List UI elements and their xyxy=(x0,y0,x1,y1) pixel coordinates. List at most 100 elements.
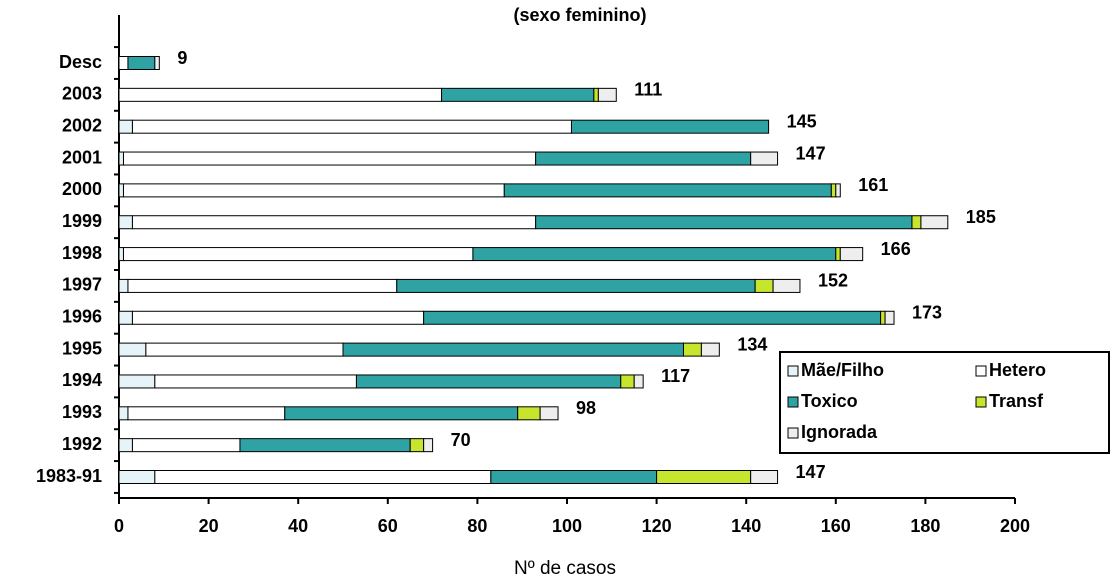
bar-segment xyxy=(490,470,658,484)
y-tick-label: 1995 xyxy=(62,338,102,358)
total-label: 70 xyxy=(451,430,471,450)
x-tick-label: 120 xyxy=(642,516,672,536)
bar-segment xyxy=(539,406,559,421)
total-label: 161 xyxy=(858,175,888,195)
bar-segment xyxy=(880,310,886,325)
total-label: 145 xyxy=(787,111,817,131)
total-label: 173 xyxy=(912,303,942,323)
bar-segment xyxy=(503,183,832,198)
bar-segment xyxy=(920,215,949,230)
total-label: 147 xyxy=(796,462,826,482)
bar-segment xyxy=(118,406,129,421)
x-axis-label: Nº de casos xyxy=(514,558,616,579)
y-tick-label: 1993 xyxy=(62,402,102,422)
y-tick-label: 1997 xyxy=(62,275,102,295)
bar-segment xyxy=(570,119,770,134)
y-tick-label: 2003 xyxy=(62,84,102,104)
bar-segment xyxy=(535,215,913,230)
bar-segment xyxy=(118,183,124,198)
chart-title: (sexo feminino) xyxy=(513,5,646,25)
x-tick-label: 140 xyxy=(731,516,761,536)
bar-segment xyxy=(118,470,156,484)
bar-segment xyxy=(118,374,156,389)
bar-segment xyxy=(127,406,286,421)
y-tick-label: 1996 xyxy=(62,307,102,327)
x-tick-label: 60 xyxy=(378,516,398,536)
bar-segment xyxy=(593,87,599,102)
bar-segment xyxy=(472,247,837,262)
total-label: 117 xyxy=(661,366,690,386)
bar-segment xyxy=(131,215,537,230)
bar-segment xyxy=(122,183,505,198)
total-label: 111 xyxy=(634,80,662,100)
bar-segment xyxy=(239,438,411,453)
y-tick-label: 2001 xyxy=(62,147,102,167)
x-tick-label: 100 xyxy=(552,516,582,536)
bar-segment xyxy=(597,87,617,102)
legend-label: Mãe/Filho xyxy=(801,360,884,380)
bar-segment xyxy=(682,342,702,357)
legend-label: Ignorada xyxy=(801,422,878,442)
bar-segment xyxy=(620,374,635,389)
bar-segment xyxy=(118,151,124,166)
bar-segment xyxy=(118,310,133,325)
x-tick-label: 40 xyxy=(288,516,308,536)
bar-segment xyxy=(656,470,752,484)
bar-segment xyxy=(423,438,434,453)
bar-segment xyxy=(154,374,357,389)
total-label: 147 xyxy=(796,143,826,163)
y-tick-label: 2000 xyxy=(62,179,102,199)
bar-segment xyxy=(750,470,779,484)
x-tick-label: 160 xyxy=(821,516,851,536)
total-label: 9 xyxy=(177,48,187,68)
legend-swatch xyxy=(787,365,799,377)
bar-segment xyxy=(911,215,922,230)
bar-segment xyxy=(122,151,537,166)
bar-segment xyxy=(750,151,779,166)
bar-segment xyxy=(835,247,841,262)
bar-segment xyxy=(423,310,882,325)
y-tick-label: 1992 xyxy=(62,434,102,454)
legend-swatch xyxy=(975,396,987,408)
bar-segment xyxy=(118,278,129,293)
total-label: 185 xyxy=(966,207,996,227)
bar-segment xyxy=(118,342,147,357)
total-label: 134 xyxy=(737,334,767,354)
y-tick-label: 1994 xyxy=(62,370,102,390)
y-tick-label: Desc xyxy=(59,52,102,72)
legend-swatch xyxy=(787,427,799,439)
y-tick-label: 1999 xyxy=(62,211,102,231)
bar-segment xyxy=(355,374,622,389)
bar-segment xyxy=(441,87,595,102)
legend-swatch xyxy=(975,365,987,377)
bar-segment xyxy=(700,342,720,357)
total-label: 98 xyxy=(576,398,596,418)
x-tick-label: 80 xyxy=(467,516,487,536)
bar-segment xyxy=(342,342,684,357)
x-tick-label: 200 xyxy=(1000,516,1030,536)
bar-segment xyxy=(835,183,841,198)
x-tick-label: 20 xyxy=(199,516,219,536)
y-tick-label: 1983-91 xyxy=(36,466,102,486)
bar-segment xyxy=(131,119,572,134)
bar-segment xyxy=(772,278,801,293)
legend-label: Transf xyxy=(989,391,1044,411)
bar-segment xyxy=(535,151,752,166)
bar-segment xyxy=(154,56,160,70)
bar-segment xyxy=(118,87,443,102)
x-tick-label: 0 xyxy=(114,516,124,536)
bar-segment xyxy=(118,438,133,453)
bar-segment xyxy=(122,247,474,262)
bar-segment xyxy=(154,470,492,484)
bar-segment xyxy=(409,438,425,453)
bar-segment xyxy=(517,406,541,421)
bar-segment xyxy=(633,374,644,389)
bar-segment xyxy=(118,56,129,70)
bar-segment xyxy=(754,278,774,293)
bar-segment xyxy=(145,342,344,357)
total-label: 166 xyxy=(881,239,911,259)
bar-segment xyxy=(118,247,124,262)
legend-label: Toxico xyxy=(801,391,858,411)
